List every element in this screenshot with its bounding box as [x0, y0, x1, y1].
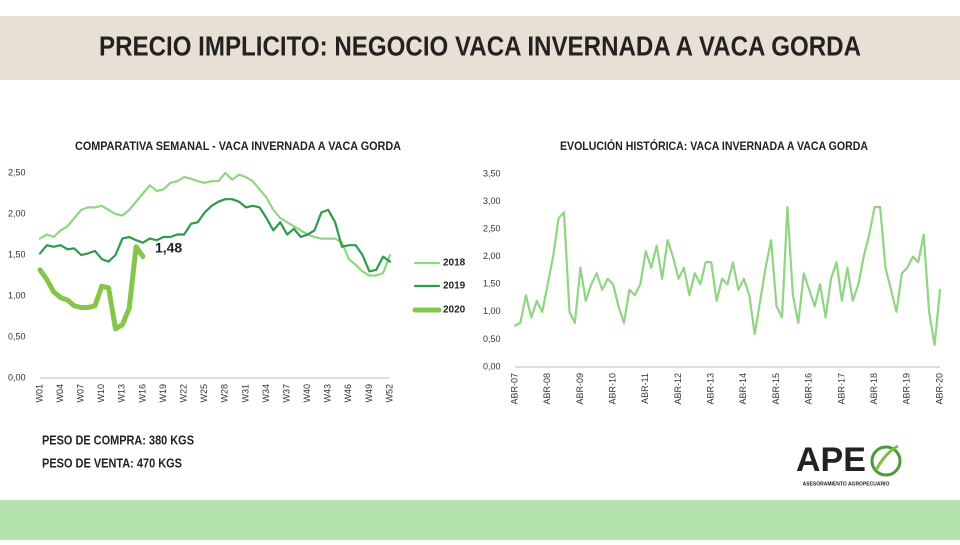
y-tick-label: 1,00 — [8, 290, 26, 300]
logo-name: APE — [796, 441, 866, 479]
series-line — [38, 198, 392, 273]
y-tick-label: 2,00 — [483, 251, 501, 261]
legend-label: 2019 — [443, 281, 466, 292]
x-tick-label: W49 — [364, 384, 374, 403]
x-tick-label: W31 — [240, 384, 250, 403]
x-tick-label: ABR-12 — [673, 373, 683, 405]
series-line — [37, 244, 146, 332]
chart-title: EVOLUCIÓN HISTÓRICA: VACA INVERNADA A VA… — [560, 138, 868, 153]
y-tick-label: 3,50 — [483, 168, 501, 178]
x-tick-label: W04 — [55, 384, 65, 403]
x-tick-label: W22 — [178, 384, 188, 403]
x-tick-label: W34 — [261, 384, 271, 403]
x-tick-label: W28 — [220, 384, 230, 403]
y-tick-label: 1,50 — [8, 249, 26, 259]
x-tick-label: ABR-11 — [640, 373, 650, 404]
x-tick-label: W46 — [343, 384, 353, 403]
series-line — [513, 206, 942, 346]
x-tick-label: W25 — [199, 384, 209, 403]
y-tick-label: 2,00 — [8, 208, 26, 218]
note: PESO DE COMPRA: 380 KGS — [42, 432, 194, 447]
y-tick-label: 0,50 — [483, 334, 501, 344]
x-tick-label: ABR-15 — [771, 373, 781, 405]
x-tick-label: ABR-16 — [804, 373, 814, 405]
legend-label: 2018 — [443, 258, 466, 269]
y-tick-label: 2,50 — [8, 167, 26, 177]
y-tick-label: 0,00 — [8, 372, 26, 382]
x-tick-label: ABR-18 — [869, 373, 879, 405]
x-tick-label: ABR-14 — [738, 373, 748, 405]
x-tick-label: W37 — [281, 384, 291, 403]
logo-circle — [870, 445, 902, 477]
footer-band — [0, 500, 960, 540]
y-tick-label: 1,00 — [483, 306, 501, 316]
x-tick-label: W43 — [323, 384, 333, 403]
x-tick-label: ABR-19 — [902, 373, 912, 405]
x-tick-label: W40 — [302, 384, 312, 403]
x-tick-label: ABR-08 — [542, 373, 552, 405]
x-tick-label: ABR-10 — [607, 373, 617, 405]
x-tick-label: ABR-09 — [575, 373, 585, 405]
x-tick-label: W52 — [384, 384, 394, 403]
data-label: 1,48 — [155, 239, 182, 255]
x-tick-label: ABR-20 — [934, 373, 944, 405]
y-tick-label: 2,50 — [483, 224, 501, 234]
y-tick-label: 1,50 — [483, 279, 501, 289]
y-tick-label: 3,00 — [483, 196, 501, 206]
x-tick-label: W01 — [34, 384, 44, 403]
y-tick-label: 0,50 — [8, 331, 26, 341]
series-line — [38, 171, 392, 277]
x-tick-label: ABR-17 — [836, 373, 846, 405]
logo-tagline: ASESORAMIENTO AGROPECUARIO — [803, 481, 890, 487]
x-tick-label: ABR-13 — [706, 373, 716, 405]
y-tick-label: 0,00 — [483, 361, 501, 371]
note: PESO DE VENTA: 470 KGS — [42, 455, 182, 470]
x-tick-label: ABR-07 — [509, 373, 519, 405]
legend-label: 2020 — [443, 305, 466, 316]
header-band — [0, 16, 960, 80]
x-tick-label: W19 — [158, 384, 168, 403]
x-tick-label: W16 — [137, 384, 147, 403]
x-tick-label: W07 — [76, 384, 86, 403]
x-tick-label: W10 — [96, 384, 106, 403]
x-tick-label: W13 — [117, 384, 127, 403]
chart-title: COMPARATIVA SEMANAL - VACA INVERNADA A V… — [75, 139, 401, 153]
slide-title: PRECIO IMPLICITO: NEGOCIO VACA INVERNADA… — [99, 30, 861, 61]
logo-leaf — [874, 444, 899, 471]
